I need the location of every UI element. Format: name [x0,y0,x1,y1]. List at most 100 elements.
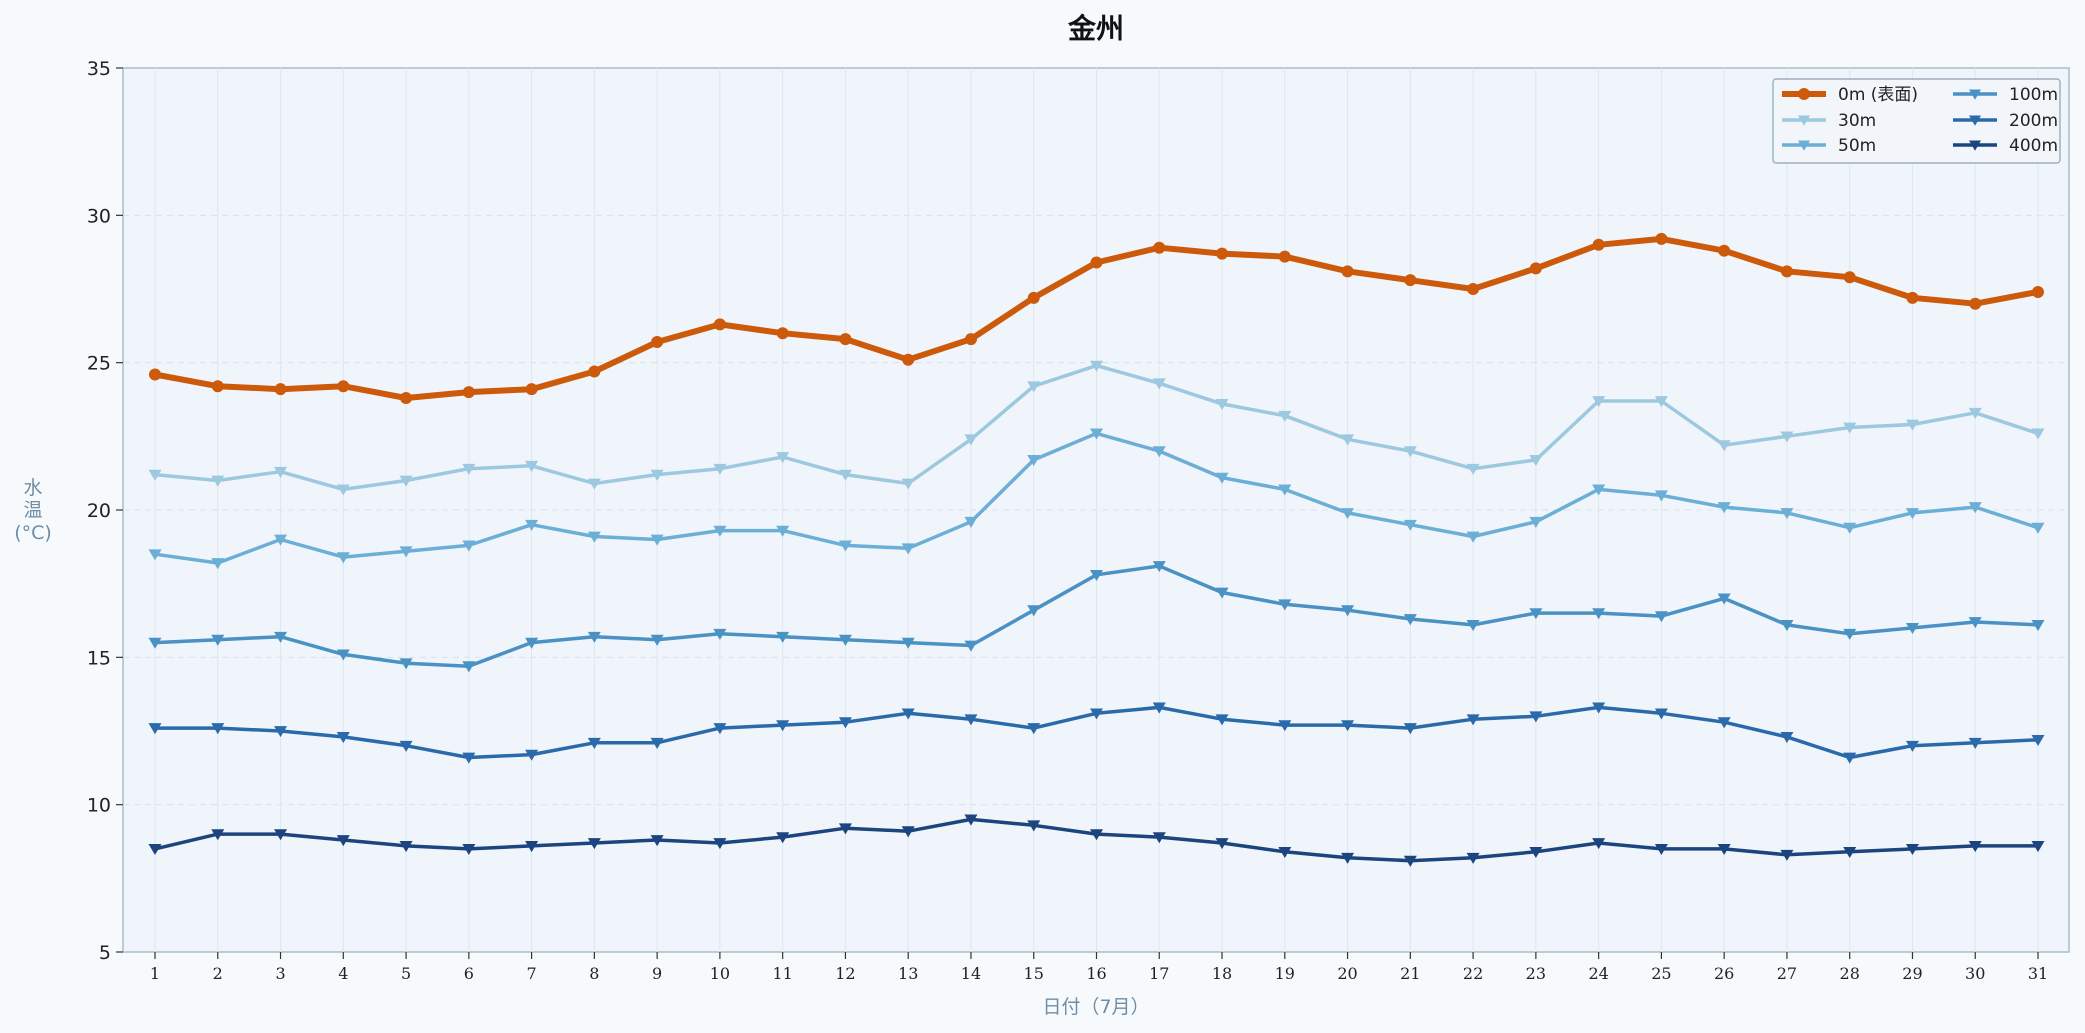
data-point [462,843,476,856]
data-point [1592,238,1605,251]
data-point [901,826,915,838]
legend: 0m (表面) 30m 50m 100m 200m 400m [1772,78,2061,164]
data-point [964,333,977,346]
x-tick-label: 9 [652,964,662,983]
data-point [776,452,790,464]
data-point [1592,484,1606,496]
y-tick-label: 35 [87,58,111,80]
data-point [399,475,413,487]
legend-label: 50m [1838,136,1876,156]
data-point [1843,522,1857,534]
data-point [1592,608,1606,620]
data-point [1403,855,1417,867]
data-point [400,392,413,405]
data-point [1278,410,1292,422]
data-point [1655,232,1668,245]
x-tick-label: 21 [1400,964,1420,983]
data-point [964,640,978,652]
data-point [1654,708,1668,720]
data-point [587,531,601,543]
data-point [462,463,476,475]
x-tick-label: 18 [1212,964,1232,983]
data-point [1717,717,1731,729]
y-axis: 5 10 15 20 25 30 35 [87,58,123,964]
data-point [1404,274,1417,287]
data-point [1843,628,1857,640]
y-tick-label: 5 [99,942,111,964]
x-tick-label: 10 [710,964,730,983]
data-point [1717,593,1731,605]
data-point [462,661,476,673]
data-point [1780,620,1794,632]
legend-label: 400m [2009,136,2058,156]
data-point [1529,516,1543,528]
data-point [1798,88,1810,100]
data-point [1905,740,1919,752]
data-point [587,631,601,643]
data-point [337,380,350,393]
data-point [1905,419,1919,431]
data-point [1529,262,1542,275]
data-point [1968,407,1982,419]
y-tick-label: 25 [87,353,111,375]
x-tick-label: 30 [1965,964,1985,983]
data-point [1466,531,1480,543]
data-point [148,469,162,481]
data-point [713,628,727,640]
x-tick-label: 23 [1526,964,1546,983]
data-point [713,838,727,850]
y-axis-label: 水 温 (°C) [14,477,52,544]
data-point [713,723,727,735]
x-tick-label: 4 [338,964,348,983]
data-point [211,829,225,841]
x-axis: 1 2 3 4 5 6 7 8 9 10 11 12 13 14 15 16 17 18 19 20 21 22 23 24 2… [150,952,2048,983]
data-point [336,732,350,744]
legend-box [1772,78,2061,164]
data-point [2031,428,2045,440]
data-point [1654,396,1668,408]
x-tick-label: 26 [1714,964,1734,983]
x-tick-label: 20 [1337,964,1357,983]
data-point [776,631,790,643]
data-point [838,469,852,481]
data-point [1403,723,1417,735]
data-point [1278,720,1292,732]
x-tick-label: 25 [1651,964,1671,983]
data-point [1969,297,1982,310]
data-point [525,460,539,472]
data-point [838,540,852,552]
data-point [274,726,288,738]
data-point [1090,569,1103,582]
x-tick-label: 22 [1463,964,1483,983]
data-point [1798,140,1810,151]
data-point [336,484,350,496]
data-point [1153,241,1166,254]
data-point [1090,428,1103,440]
data-point [1529,846,1543,858]
x-tick-label: 14 [961,964,981,983]
x-tick-label: 7 [527,964,537,983]
series-400m [148,814,2045,867]
x-tick-label: 27 [1777,964,1797,983]
data-point [525,637,539,649]
data-point [1341,434,1355,446]
data-point [1905,843,1919,856]
data-point [964,434,978,446]
data-point [1215,587,1229,599]
data-point [1780,732,1794,744]
series-0m (表面) [149,232,2044,405]
data-point [1216,247,1229,260]
data-point [1152,832,1166,844]
data-point [1717,502,1731,514]
data-point [1027,605,1041,617]
data-point [462,752,476,764]
legend-item: 100m [1953,85,2058,105]
data-point [1843,752,1857,764]
data-point [964,516,978,528]
data-point [1278,250,1291,263]
data-point [587,737,601,749]
legend-label: 0m (表面) [1838,85,1918,105]
data-point [1905,508,1919,520]
series-group [148,232,2045,867]
data-point [336,552,350,564]
